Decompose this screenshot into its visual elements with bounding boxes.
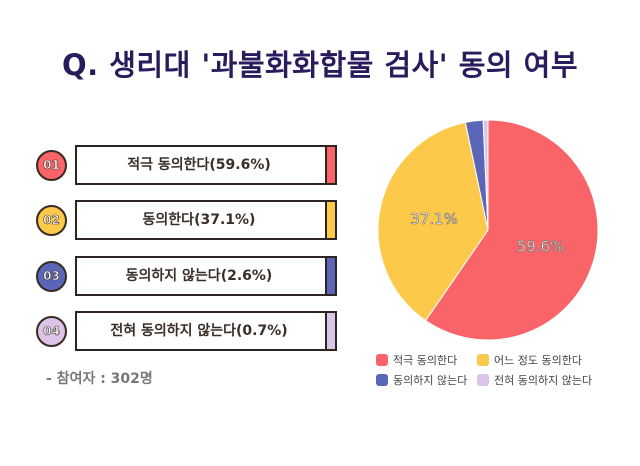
option-row: 03 동의하지 않는다(2.6%) xyxy=(36,256,337,296)
option-label: 전혀 동의하지 않는다(0.7%) xyxy=(110,323,288,339)
legend-item-0: 적극 동의한다 xyxy=(376,352,457,368)
slice-label: 37.1% xyxy=(410,210,458,228)
number-badge: 01 xyxy=(36,150,67,181)
color-swatch xyxy=(325,258,335,294)
option-bar: 전혀 동의하지 않는다(0.7%) xyxy=(75,311,337,351)
number-badge: 03 xyxy=(36,261,67,292)
legend-label: 어느 정도 동의한다 xyxy=(494,354,582,367)
legend-swatch xyxy=(376,354,388,366)
legend-item-3: 전혀 동의하지 않는다 xyxy=(477,372,592,388)
legend-label: 동의하지 않는다 xyxy=(393,374,468,387)
legend-swatch xyxy=(477,354,489,366)
pie-slice xyxy=(482,119,489,231)
legend-label: 전혀 동의하지 않는다 xyxy=(494,374,593,387)
color-swatch xyxy=(325,147,335,183)
pie-slice xyxy=(424,119,599,341)
pie-slice xyxy=(377,121,489,322)
legend-item-1: 어느 정도 동의한다 xyxy=(477,352,582,368)
legend-swatch xyxy=(376,374,388,386)
slice-label: 59.6% xyxy=(517,237,565,255)
option-bar: 동의하지 않는다(2.6%) xyxy=(75,256,337,296)
option-row: 01 적극 동의한다(59.6%) xyxy=(36,145,337,185)
option-row: 02 동의한다(37.1%) xyxy=(36,200,337,240)
legend-swatch xyxy=(477,374,489,386)
option-bar: 동의한다(37.1%) xyxy=(75,200,337,240)
number-badge: 04 xyxy=(36,316,67,347)
option-label: 동의한다(37.1%) xyxy=(142,212,256,228)
option-label: 적극 동의한다(59.6%) xyxy=(127,157,271,173)
participant-count: - 참여자 : 302명 xyxy=(46,371,153,387)
legend-item-2: 동의하지 않는다 xyxy=(376,372,467,388)
color-swatch xyxy=(325,202,335,238)
option-row: 04 전혀 동의하지 않는다(0.7%) xyxy=(36,311,337,351)
number-badge: 02 xyxy=(36,205,67,236)
legend-label: 적극 동의한다 xyxy=(393,354,458,367)
color-swatch xyxy=(325,313,335,349)
page-title: Q. 생리대 '과불화화합물 검사' 동의 여부 xyxy=(61,48,579,82)
option-label: 동의하지 않는다(2.6%) xyxy=(125,268,273,284)
option-bar: 적극 동의한다(59.6%) xyxy=(75,145,337,185)
